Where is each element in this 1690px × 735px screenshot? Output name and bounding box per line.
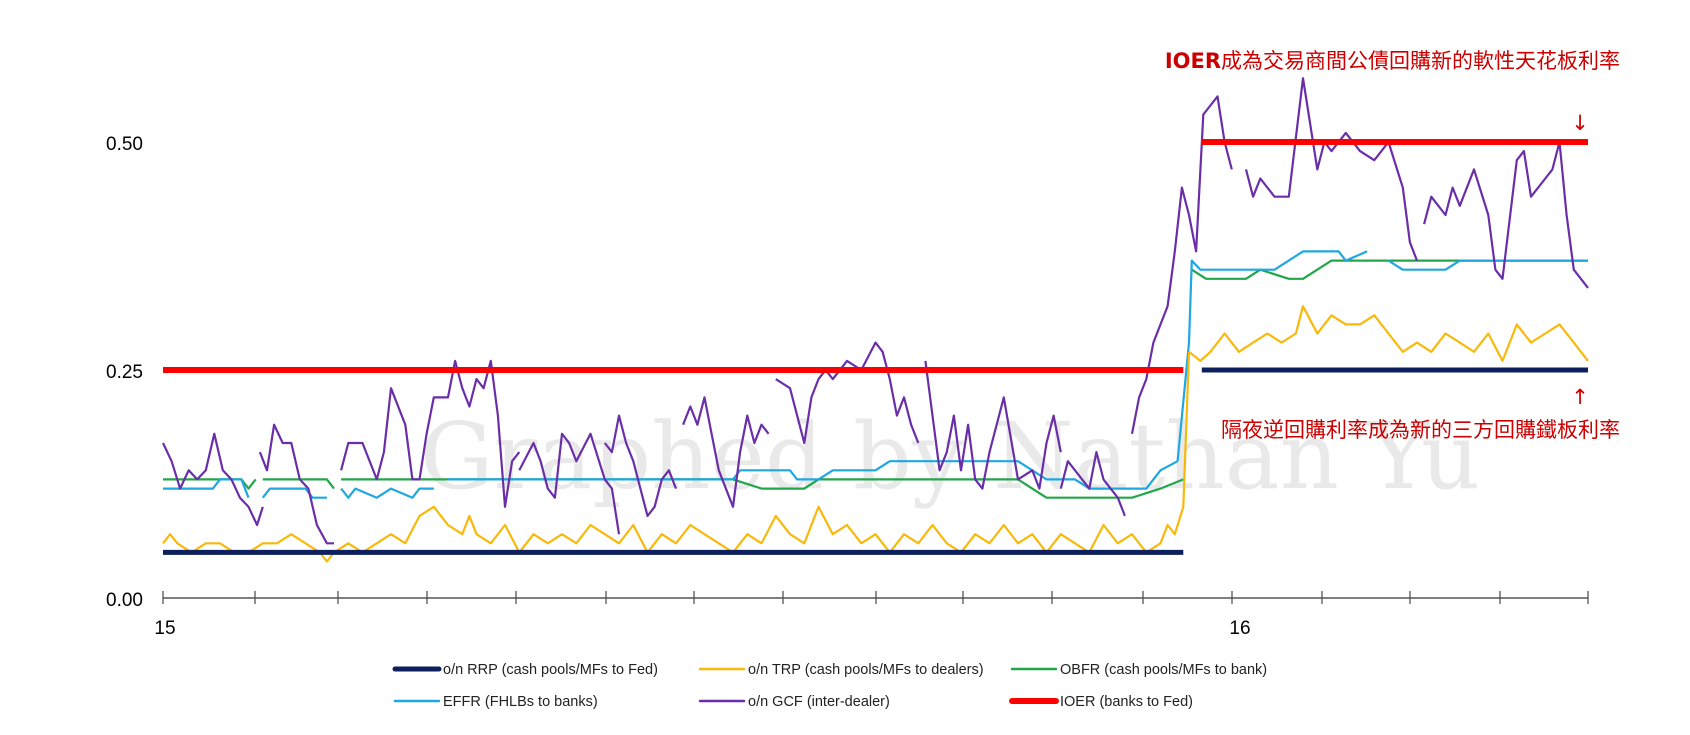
series-on bbox=[163, 367, 1588, 555]
legend-label: o/n RRP (cash pools/MFs to Fed) bbox=[443, 662, 658, 678]
series-line-segment bbox=[448, 460, 1179, 490]
series-layer bbox=[162, 77, 1589, 563]
annotation-up-arrow: ↑ bbox=[1571, 385, 1589, 409]
series-ioer bbox=[163, 139, 1588, 373]
series-line-segment bbox=[163, 478, 250, 499]
series-line-segment bbox=[1191, 259, 1588, 280]
x-tick-label-0: 15 bbox=[154, 618, 175, 639]
series-line-segment bbox=[340, 359, 521, 508]
legend-label: o/n TRP (cash pools/MFs to dealers) bbox=[748, 662, 984, 678]
series-on bbox=[162, 305, 1589, 563]
series-line-segment bbox=[1387, 259, 1588, 271]
series-line-segment bbox=[1188, 305, 1589, 362]
annotation-down-arrow: ↓ bbox=[1571, 111, 1589, 135]
annotation-rrp-floor: 隔夜逆回購利率成為新的三方回購鐵板利率 bbox=[1221, 418, 1620, 442]
series-line-segment bbox=[261, 487, 327, 499]
series-line-segment bbox=[162, 351, 1191, 563]
series-obfr bbox=[163, 259, 1588, 499]
series-line-segment bbox=[341, 478, 1184, 499]
series-line-segment bbox=[258, 423, 334, 545]
series-effr bbox=[163, 250, 1588, 499]
y-tick-label-2: 0.50 bbox=[106, 134, 143, 155]
series-line-segment bbox=[1176, 250, 1368, 462]
legend-label: IOER (banks to Fed) bbox=[1060, 694, 1193, 710]
series-line-segment bbox=[603, 414, 678, 518]
annotation-ioer-ceiling: IOER成為交易商間公債回購新的軟性天花板利率 bbox=[1165, 49, 1620, 73]
annotation-ioer-bold: IOER bbox=[1165, 49, 1221, 73]
series-line-segment bbox=[1244, 77, 1419, 261]
series-line-segment bbox=[340, 487, 434, 499]
series-line-segment bbox=[162, 432, 264, 527]
x-axis-ticks bbox=[162, 591, 1589, 604]
x-tick-label-1: 16 bbox=[1229, 618, 1250, 639]
series-line-segment bbox=[775, 341, 920, 445]
series-line-segment bbox=[518, 432, 621, 535]
series-line-segment bbox=[682, 396, 770, 508]
series-line-segment bbox=[1130, 95, 1233, 435]
series-line-segment bbox=[163, 478, 257, 490]
series-line-segment bbox=[1423, 140, 1589, 289]
series-line-segment bbox=[1059, 451, 1126, 517]
legend: o/n RRP (cash pools/MFs to Fed) o/n TRP (… bbox=[392, 662, 1267, 710]
y-tick-label-1: 0.25 bbox=[106, 362, 143, 383]
legend-label: o/n GCF (inter-dealer) bbox=[748, 694, 890, 710]
annotation-ioer-text: 成為交易商間公債回購新的軟性天花板利率 bbox=[1221, 49, 1620, 73]
series-line-segment bbox=[924, 360, 1062, 490]
legend-label: OBFR (cash pools/MFs to bank) bbox=[1060, 662, 1267, 678]
y-tick-label-0: 0.00 bbox=[106, 590, 143, 611]
series-line-segment bbox=[262, 478, 335, 490]
legend-label: EFFR (FHLBs to banks) bbox=[443, 694, 598, 710]
series-on bbox=[162, 77, 1589, 545]
